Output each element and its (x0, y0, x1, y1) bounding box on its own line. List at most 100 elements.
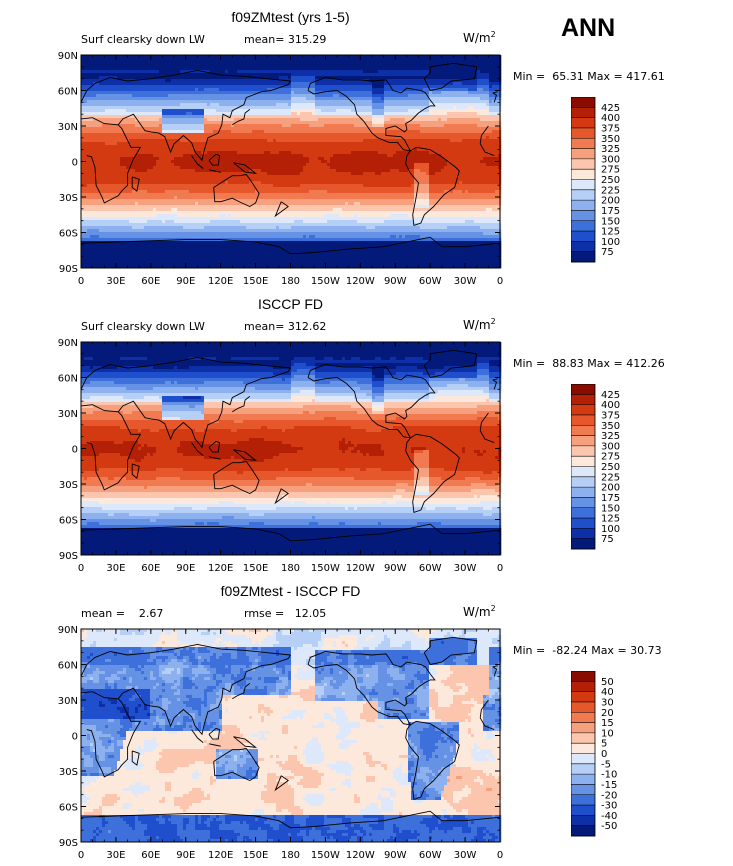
mean-label: mean= 312.62 (244, 320, 326, 333)
colorbar-label: 200 (601, 483, 620, 494)
lon-tick-label: 150E (243, 850, 268, 861)
lon-tick-label: 120E (208, 276, 233, 287)
colorbar-label: 350 (601, 421, 620, 432)
colorbar-swatch (571, 732, 595, 744)
lat-tick-label: 90N (58, 625, 78, 636)
mean-label: mean= 315.29 (244, 33, 326, 46)
colorbar-label: 425 (601, 103, 620, 114)
colorbar-swatch (571, 497, 595, 508)
colorbar-swatch (571, 805, 595, 816)
colorbar-swatch (571, 107, 595, 118)
lon-tick-label: 0 (78, 276, 84, 287)
units-superscript: 2 (491, 30, 496, 39)
colorbar-label: 275 (601, 165, 620, 176)
units-text: W/m (463, 605, 491, 619)
colorbar-label: 175 (601, 206, 620, 217)
lat-tick-label: 90N (58, 51, 78, 62)
colorbar-label: 150 (601, 216, 620, 227)
colorbar-label: -50 (601, 821, 617, 832)
lon-tick-label: 0 (78, 850, 84, 861)
lon-tick-label: 120E (208, 563, 233, 574)
colorbar-swatch (571, 691, 595, 703)
colorbar-swatch (571, 743, 595, 754)
colorbar-label: 10 (601, 728, 614, 739)
colorbar-swatch (571, 138, 595, 149)
colorbar-label: 400 (601, 113, 620, 124)
lon-tick-label: 120W (346, 276, 375, 287)
colorbar-swatch (571, 435, 595, 447)
min-max-readout: Min = 88.83 Max = 412.26 (513, 357, 665, 370)
colorbar-label: 15 (601, 718, 614, 729)
colorbar-label: 40 (601, 687, 614, 698)
colorbar-swatch (571, 784, 595, 795)
colorbar-label: 250 (601, 462, 620, 473)
lon-tick-label: 90E (176, 563, 195, 574)
lon-tick-label: 60W (419, 850, 442, 861)
max-label: Max = (587, 357, 622, 370)
contour-field (81, 55, 502, 269)
max-value: 30.73 (630, 644, 662, 657)
lon-tick-label: 150E (243, 276, 268, 287)
colorbar-label: 350 (601, 134, 620, 145)
min-max-readout: Min = -82.24 Max = 30.73 (513, 644, 662, 657)
lat-tick-label: 60N (58, 374, 78, 385)
min-value: 65.31 (552, 70, 584, 83)
lat-tick-label: 0 (72, 445, 78, 456)
lon-tick-label: 0 (78, 563, 84, 574)
coastlines (80, 62, 501, 255)
colorbar-swatch (571, 158, 595, 170)
colorbar-label: 275 (601, 452, 620, 463)
lon-tick-label: 90W (384, 276, 407, 287)
colorbar-label: -15 (601, 780, 617, 791)
longitude-axis: 0 30E 60E 90E 120E 150E 180 150W 120W 90W 60W 30W 0 (78, 629, 503, 861)
colorbar-swatch (571, 753, 595, 765)
max-value: 417.61 (626, 70, 665, 83)
colorbar-swatch (571, 231, 595, 242)
lon-tick-label: 30E (106, 850, 125, 861)
colorbar-label: 325 (601, 144, 620, 155)
latitude-axis: 90N 60N 30N 0 30S 60S 90S (58, 51, 500, 275)
colorbar-swatch (571, 507, 595, 519)
colorbar-swatch (571, 538, 595, 550)
colorbar-label: 425 (601, 390, 620, 401)
rmse-label: rmse = 12.05 (244, 607, 326, 620)
max-label: Max = (591, 644, 626, 657)
colorbar-label: 225 (601, 185, 620, 196)
lat-tick-label: 60N (58, 87, 78, 98)
colorbar-label: 30 (601, 697, 614, 708)
colorbar-swatch (571, 466, 595, 478)
colorbar-label: 0 (601, 749, 607, 760)
colorbar-swatch (571, 404, 595, 416)
colorbar-swatch (571, 394, 595, 405)
lat-tick-label: 30S (59, 193, 78, 204)
lon-tick-label: 150W (311, 563, 340, 574)
colorbar-swatch (571, 179, 595, 191)
colorbar-swatch (571, 127, 595, 139)
colorbar-swatch (571, 456, 595, 467)
lat-tick-label: 90S (59, 264, 78, 275)
colorbar-label: 20 (601, 708, 614, 719)
lon-tick-label: 90W (384, 850, 407, 861)
colorbar-swatch (571, 414, 595, 426)
colorbar-swatch (571, 794, 595, 806)
lon-tick-label: 0 (497, 563, 503, 574)
colorbar-label: 300 (601, 154, 620, 165)
mean-label: mean = 2.67 (81, 607, 163, 620)
lon-tick-label: 150W (311, 850, 340, 861)
colorbar-swatch (571, 241, 595, 252)
lat-tick-label: 90S (59, 551, 78, 562)
colorbar-swatch (571, 763, 595, 775)
colorbar-label: 250 (601, 175, 620, 186)
lat-tick-label: 30S (59, 480, 78, 491)
lat-tick-label: 90N (58, 338, 78, 349)
colorbar-swatch (571, 476, 595, 488)
colorbar-label: 175 (601, 493, 620, 504)
units-label: W/m2 (463, 317, 496, 332)
lat-tick-label: 90S (59, 838, 78, 849)
lon-tick-label: 30E (106, 276, 125, 287)
colorbar-label: 75 (601, 247, 614, 258)
min-label: Min = (513, 357, 545, 370)
lon-tick-label: 90E (176, 276, 195, 287)
colorbar-swatch (571, 200, 595, 211)
